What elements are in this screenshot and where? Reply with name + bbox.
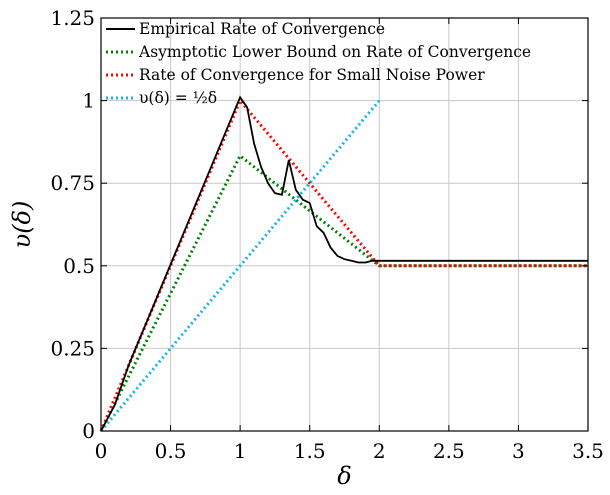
x-axis-label: δ — [337, 462, 351, 490]
legend: Empirical Rate of Convergence Asymptotic … — [106, 20, 531, 107]
y-tick-label: 0.75 — [50, 171, 95, 195]
x-tick-label: 2 — [373, 439, 386, 463]
ticks: 0 0.5 1 1.5 2 2.5 3 3.5 0 0.25 0.5 0.75 1 1.25 — [50, 6, 603, 463]
series-layer — [99, 95, 588, 432]
y-tick-label: 1 — [82, 89, 95, 113]
x-tick-label: 1 — [234, 439, 247, 463]
series-line-1 — [99, 153, 588, 432]
x-tick-label: 0.5 — [155, 439, 187, 463]
x-tick-label: 1.5 — [294, 439, 326, 463]
y-axis-label: υ(δ) — [8, 201, 36, 249]
legend-label: Empirical Rate of Convergence — [139, 20, 385, 38]
y-tick-label: 0.25 — [50, 336, 95, 360]
series-line-2 — [99, 97, 588, 432]
x-tick-label: 2.5 — [433, 439, 465, 463]
series-line-3 — [99, 99, 381, 432]
x-tick-label: 3.5 — [572, 439, 604, 463]
legend-label: Asymptotic Lower Bound on Rate of Conver… — [138, 43, 531, 61]
x-tick-label: 3 — [512, 439, 525, 463]
y-tick-label: 0 — [82, 419, 95, 443]
y-tick-label: 0.5 — [63, 254, 95, 278]
y-tick-label: 1.25 — [50, 6, 95, 30]
series-line-0 — [100, 95, 588, 432]
legend-label: Rate of Convergence for Small Noise Powe… — [139, 66, 485, 84]
legend-label: υ(δ) = ½δ — [139, 89, 217, 107]
x-tick-label: 0 — [95, 439, 108, 463]
plot-frame — [100, 17, 589, 432]
